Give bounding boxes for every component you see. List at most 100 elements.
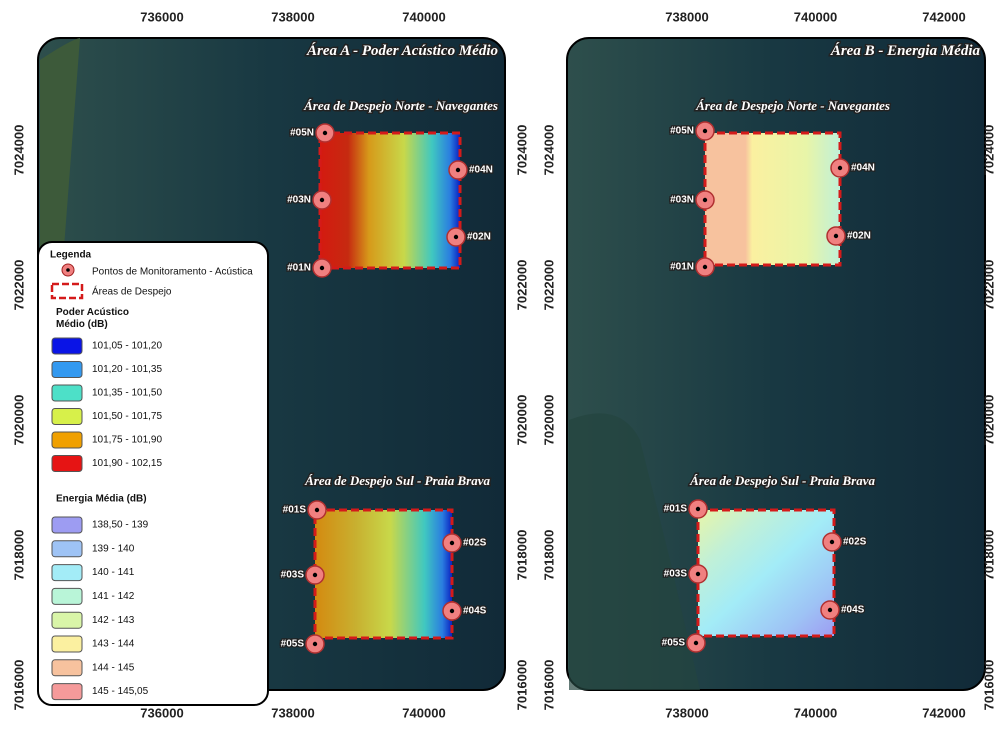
point-center	[838, 166, 842, 170]
y-coord-label: 7024000	[981, 125, 996, 176]
legend-class-label: 145 - 145,05	[92, 686, 149, 697]
legend-swatch	[52, 588, 82, 604]
y-coord-label: 7016000	[541, 660, 556, 711]
legend-swatch	[52, 517, 82, 533]
legend-swatch	[52, 612, 82, 628]
y-coord-label: 7022000	[541, 260, 556, 311]
legend-class-label: 101,90 - 102,15	[92, 458, 162, 469]
point-center	[834, 234, 838, 238]
legend: Legenda Pontos de Monitoramento - Acústi…	[38, 242, 268, 705]
legend-item: Áreas de Despejo	[92, 285, 172, 298]
y-coord-label: 7022000	[981, 260, 996, 311]
legend-swatch	[52, 338, 82, 354]
y-coord-label: 7020000	[981, 395, 996, 446]
legend-class-label: 139 - 140	[92, 543, 135, 554]
area-title: Área de Despejo Norte - Navegantes	[303, 98, 498, 113]
point-center	[313, 642, 317, 646]
y-coord-label: 7020000	[541, 395, 556, 446]
x-coord-label: 736000	[140, 705, 183, 720]
legend-class-label: 101,50 - 101,75	[92, 411, 162, 422]
x-coord-label: 736000	[140, 9, 183, 24]
legend-swatch	[52, 409, 82, 425]
area-title: Área de Despejo Sul - Praia Brava	[304, 473, 490, 488]
point-center	[323, 131, 327, 135]
point-label: #04S	[841, 605, 865, 616]
x-coord-label: 738000	[271, 705, 314, 720]
y-coord-label: 7020000	[11, 395, 26, 446]
point-center	[703, 265, 707, 269]
panel-b: Área B - Energia Média Área de Despejo N…	[567, 38, 985, 690]
legend-swatch	[52, 565, 82, 581]
x-coord-label: 740000	[402, 705, 445, 720]
legend-class-label: 143 - 144	[92, 639, 135, 650]
legend-swatch	[52, 385, 82, 401]
y-coord-label: 7024000	[541, 125, 556, 176]
point-label: #03N	[287, 195, 311, 206]
area-title: Área de Despejo Sul - Praia Brava	[689, 473, 875, 488]
x-coord-label: 738000	[271, 9, 314, 24]
point-label: #01N	[287, 263, 311, 274]
legend-class-label: 140 - 141	[92, 567, 135, 578]
x-coord-label: 740000	[794, 705, 837, 720]
point-label: #03N	[670, 195, 694, 206]
point-label: #03S	[281, 570, 305, 581]
point-label: #01S	[283, 505, 307, 516]
x-coord-label: 742000	[922, 9, 965, 24]
x-coord-label: 738000	[665, 9, 708, 24]
x-coord-label: 742000	[922, 705, 965, 720]
point-center	[320, 266, 324, 270]
y-coord-label: 7020000	[514, 395, 529, 446]
dump-area	[705, 133, 840, 265]
dump-area	[320, 133, 460, 268]
dump-area	[698, 510, 834, 636]
point-label: #02S	[463, 538, 487, 549]
point-center	[454, 235, 458, 239]
y-coord-label: 7024000	[514, 125, 529, 176]
point-label: #01N	[670, 262, 694, 273]
area-title: Área de Despejo Norte - Navegantes	[695, 98, 890, 113]
point-center	[313, 573, 317, 577]
legend-class-label: 141 - 142	[92, 591, 135, 602]
point-label: #05N	[670, 126, 694, 137]
legend-symbol	[66, 268, 70, 272]
point-center	[694, 641, 698, 645]
point-center	[696, 507, 700, 511]
point-center	[696, 572, 700, 576]
y-coord-label: 7016000	[11, 660, 26, 711]
legend-class-label: 138,50 - 139	[92, 520, 149, 531]
y-coord-label: 7018000	[11, 530, 26, 581]
dump-area	[315, 510, 452, 638]
legend-swatch	[52, 362, 82, 378]
y-coord-label: 7022000	[11, 260, 26, 311]
y-coord-label: 7018000	[541, 530, 556, 581]
panel-title: Área A - Poder Acústico Médio	[306, 42, 498, 59]
map-figure: Área A - Poder Acústico Médio Área de De…	[0, 0, 998, 734]
x-coord-label: 740000	[402, 9, 445, 24]
legend-swatch	[52, 432, 82, 448]
point-label: #04N	[851, 163, 875, 174]
point-center	[703, 198, 707, 202]
y-coord-label: 7016000	[981, 660, 996, 711]
legend-title: Legenda	[50, 250, 92, 261]
legend-class-label: 101,35 - 101,50	[92, 388, 162, 399]
legend-class-label: 101,20 - 101,35	[92, 364, 162, 375]
x-coord-label: 740000	[794, 9, 837, 24]
point-label: #05S	[281, 639, 305, 650]
point-center	[320, 198, 324, 202]
y-coord-label: 7018000	[981, 530, 996, 581]
point-label: #01S	[664, 504, 688, 515]
legend-class-label: 144 - 145	[92, 662, 135, 673]
point-label: #05N	[290, 128, 314, 139]
legend-swatch	[52, 541, 82, 557]
legend-swatch	[52, 636, 82, 652]
legend-item: Pontos de Monitoramento - Acústica	[92, 267, 253, 278]
point-center	[703, 129, 707, 133]
point-label: #04N	[469, 165, 493, 176]
point-center	[456, 168, 460, 172]
point-center	[830, 540, 834, 544]
legend-class-label: 101,75 - 101,90	[92, 435, 162, 446]
legend-class-label: 142 - 143	[92, 615, 135, 626]
point-center	[828, 608, 832, 612]
point-center	[450, 609, 454, 613]
point-label: #02N	[467, 232, 491, 243]
